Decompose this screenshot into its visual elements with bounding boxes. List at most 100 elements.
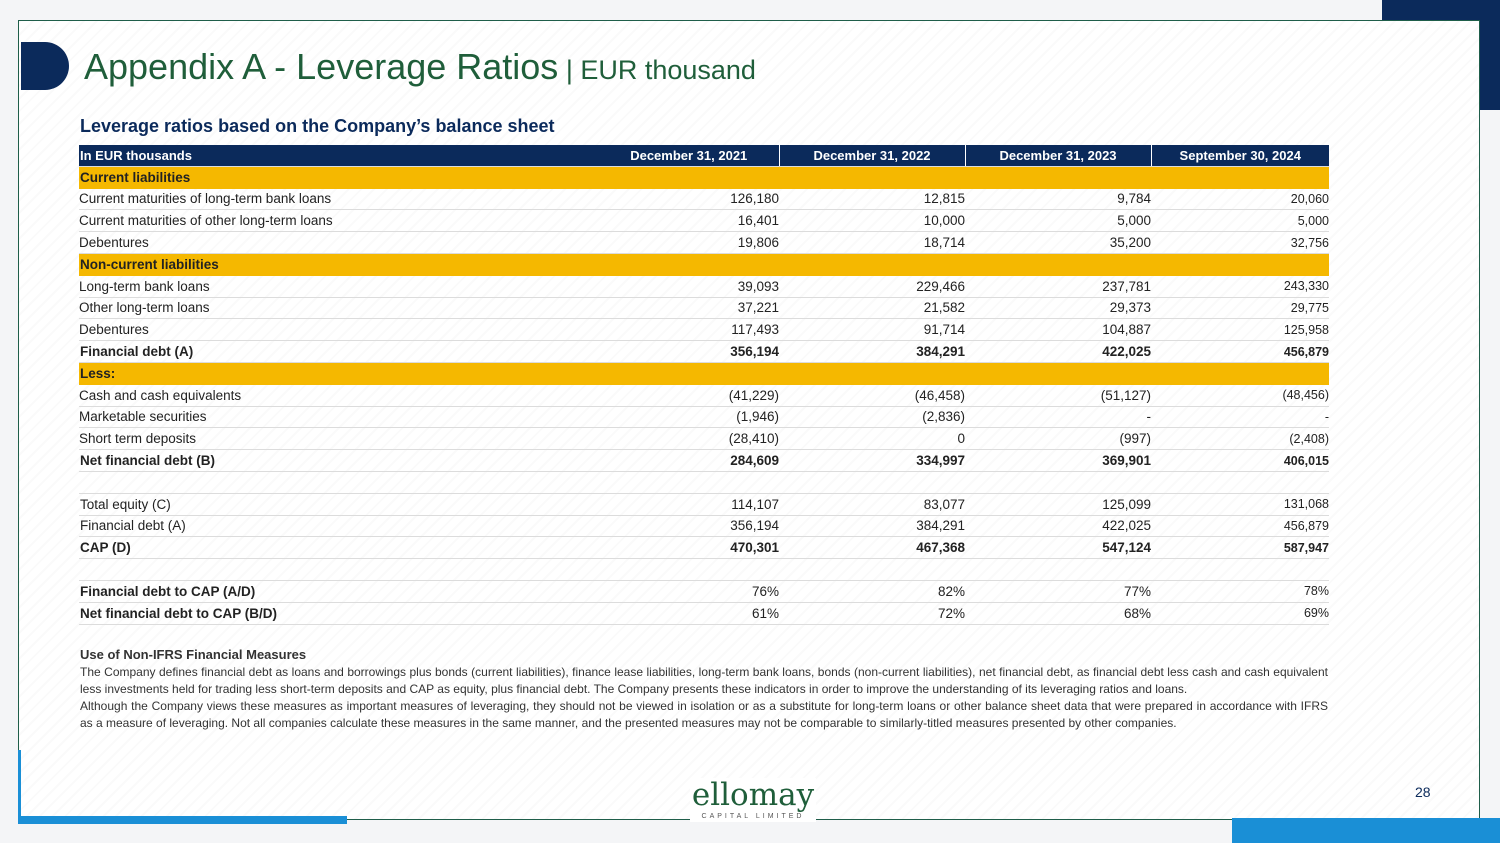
cell-value (779, 362, 965, 385)
cell-value: 61% (599, 602, 779, 625)
cell-value: 406,015 (1151, 449, 1329, 472)
cell-value: 32,756 (1151, 231, 1329, 254)
table-row: Financial debt (A) 356,194 384,291 422,025 4… (79, 515, 1329, 538)
column-header: December 31, 2023 (965, 145, 1152, 167)
cell-value: 35,200 (965, 231, 1151, 254)
cell-value: 229,466 (779, 275, 965, 298)
cell-value: (2,408) (1151, 427, 1329, 451)
table-row: Debentures 117,493 91,714 104,887 125,958 (79, 318, 1329, 342)
notes-heading: Use of Non-IFRS Financial Measures (80, 647, 307, 662)
cell-value: 384,291 (779, 515, 965, 538)
cell-value: (997) (965, 427, 1151, 451)
cell-value: 422,025 (965, 515, 1151, 538)
cell-value: 587,947 (1151, 536, 1329, 560)
table-body: Current liabilities Current maturities of… (79, 166, 1329, 625)
row-label: Current liabilities (79, 166, 599, 189)
cell-value: 16,401 (599, 209, 779, 233)
bar-accent-bottom-left (18, 816, 347, 824)
cell-value: 82% (779, 580, 965, 603)
cell-value (965, 166, 1151, 189)
logo-tagline: CAPITAL LIMITED (701, 813, 805, 820)
cell-value: 5,000 (1151, 209, 1329, 233)
cell-value (599, 166, 779, 189)
cell-value: 39,093 (599, 275, 779, 298)
table-header-row: In EUR thousands December 31, 2021 Decem… (79, 145, 1329, 167)
cell-value (1151, 558, 1329, 581)
cell-value: 470,301 (599, 536, 779, 560)
row-label: Financial debt to CAP (A/D) (79, 580, 599, 603)
cell-value: 369,901 (965, 449, 1151, 472)
cell-value (965, 471, 1151, 494)
slide-title-separator: | (558, 55, 581, 85)
cell-value: 356,194 (599, 515, 779, 538)
row-label: Total equity (C) (79, 493, 599, 516)
table-row: Net financial debt (B) 284,609 334,997 369,… (79, 449, 1329, 472)
cell-value (1151, 362, 1329, 385)
cell-value: 20,060 (1151, 188, 1329, 211)
cell-value (779, 253, 965, 276)
slide-title-main: Appendix A - Leverage Ratios (84, 46, 559, 87)
edge-accent-right (1478, 20, 1500, 110)
table-row: Other long-term loans 37,221 21,582 29,373 2… (79, 297, 1329, 320)
cell-value (599, 471, 779, 494)
cell-value: 125,958 (1151, 318, 1329, 342)
section-row: Non-current liabilities (79, 253, 1329, 276)
cell-value: 334,997 (779, 449, 965, 472)
cell-value: 456,879 (1151, 340, 1329, 363)
cell-value: 356,194 (599, 340, 779, 363)
row-label: Marketable securities (79, 406, 599, 429)
cell-value: 114,107 (599, 493, 779, 516)
page-number: 28 (1415, 784, 1431, 800)
cell-value: 547,124 (965, 536, 1151, 560)
table-row: Short term deposits (28,410) 0 (997) (2,408) (79, 427, 1329, 451)
row-label: Non-current liabilities (79, 253, 599, 276)
company-logo: ellomay CAPITAL LIMITED (690, 778, 816, 822)
row-label: Long-term bank loans (79, 275, 599, 298)
column-header: In EUR thousands (79, 145, 599, 167)
cell-value: (2,836) (779, 406, 965, 429)
cell-value: - (1151, 406, 1329, 429)
cell-value: 131,068 (1151, 493, 1329, 516)
slide-title-unit: EUR thousand (580, 55, 756, 85)
cell-value: 18,714 (779, 231, 965, 254)
cell-value: 78% (1151, 580, 1329, 603)
cell-value: 29,775 (1151, 297, 1329, 320)
row-label: Current maturities of other long-term lo… (79, 209, 599, 233)
cell-value: 91,714 (779, 318, 965, 342)
row-label: Debentures (79, 318, 599, 342)
column-header: September 30, 2024 (1151, 145, 1329, 167)
cell-value: 456,879 (1151, 515, 1329, 538)
table-row: Current maturities of long-term bank loa… (79, 188, 1329, 211)
section-row: Current liabilities (79, 166, 1329, 189)
cell-value: (28,410) (599, 427, 779, 451)
notes-paragraph: Although the Company views these measure… (80, 699, 1328, 730)
title-tab-shape (21, 42, 69, 90)
cell-value (1151, 471, 1329, 494)
cell-value: 69% (1151, 602, 1329, 625)
logo-wordmark: ellomay (691, 777, 815, 813)
column-header: December 31, 2022 (779, 145, 966, 167)
table-row: Marketable securities (1,946) (2,836) - - (79, 406, 1329, 429)
table-row: Current maturities of other long-term lo… (79, 209, 1329, 233)
cell-value (1151, 253, 1329, 276)
cell-value (965, 362, 1151, 385)
cell-value: 0 (779, 427, 965, 451)
leverage-table: In EUR thousands December 31, 2021 Decem… (79, 145, 1329, 625)
cell-value: 125,099 (965, 493, 1151, 516)
table-row: Debentures 19,806 18,714 35,200 32,756 (79, 231, 1329, 254)
table-row: CAP (D) 470,301 467,368 547,124 587,947 (79, 536, 1329, 560)
row-label: Cash and cash equivalents (79, 384, 599, 407)
cell-value: (1,946) (599, 406, 779, 429)
notes-paragraph: The Company defines financial debt as lo… (80, 665, 1328, 696)
slide-title: Appendix A - Leverage Ratios | EUR thous… (84, 46, 756, 88)
table-row: Net financial debt to CAP (B/D) 61% 72% 68%… (79, 602, 1329, 625)
cell-value: 76% (599, 580, 779, 603)
cell-value: 9,784 (965, 188, 1151, 211)
cell-value: 37,221 (599, 297, 779, 320)
cell-value: 12,815 (779, 188, 965, 211)
cell-value: 29,373 (965, 297, 1151, 320)
cell-value: 83,077 (779, 493, 965, 516)
row-label: Less: (79, 362, 599, 385)
section-subtitle: Leverage ratios based on the Company’s b… (80, 116, 555, 136)
cell-value: (48,456) (1151, 384, 1329, 407)
